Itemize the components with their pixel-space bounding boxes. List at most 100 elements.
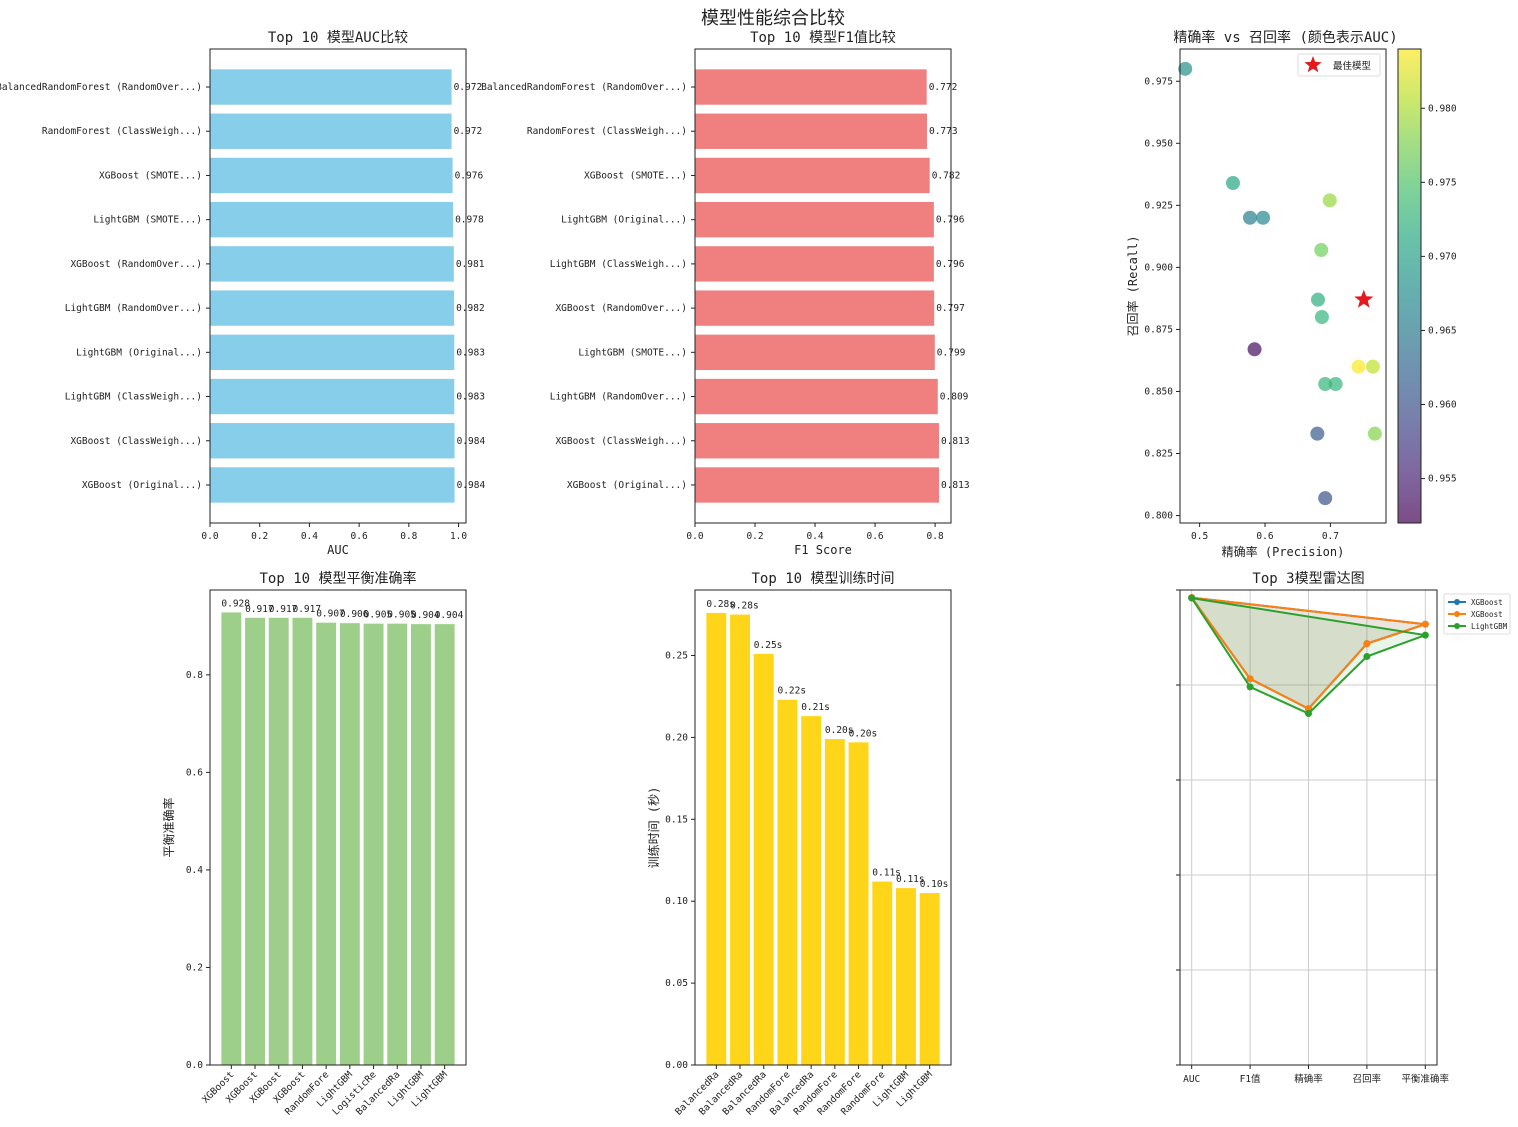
bar [316,622,337,1065]
x-tick-label: 精确率 [1294,1073,1323,1085]
axes-frame [694,589,952,1066]
bar-value-label: 0.11s [872,868,901,879]
y-tick-label: LightGBM (RandomOver...) [550,392,687,403]
x-tick-label: 0.8 [927,531,944,542]
bar [848,742,869,1065]
y-tick-label: XGBoost (RandomOver...) [555,303,687,314]
y-axis-label: 召回率 (Recall) [1125,235,1140,336]
bar [210,290,455,326]
x-tick-label: 0.6 [1256,531,1273,542]
bar [210,201,454,238]
series-marker [1363,653,1371,660]
y-tick-label: XGBoost (RandomOver...) [70,259,202,270]
y-tick-label: 0.975 [1144,76,1173,87]
bar-value-label: 0.782 [932,170,961,181]
y-tick-label: 0.875 [1144,324,1173,335]
y-tick-label: 0.4 [186,865,203,876]
bar [896,888,916,1065]
legend-label: LightGBM [1471,622,1508,631]
colorbar-tick-label: 0.965 [1428,325,1457,336]
y-tick-label: 0.800 [1144,511,1173,522]
y-tick-label: 0.925 [1144,200,1173,211]
scatter-point [1367,426,1382,441]
bar-value-label: 0.906 [340,609,369,620]
x-tick-label: 0.4 [301,531,318,542]
y-tick-label: BalancedRandomForest (RandomOver...) [481,82,687,93]
legend-star-icon [1304,56,1322,73]
y-tick-label: 0.6 [186,767,203,778]
bar [245,617,265,1065]
legend-label: XGBoost [1471,598,1503,607]
bar [695,246,934,282]
legend-marker-icon [1454,599,1460,605]
scatter-point [1242,210,1257,225]
chart-title: Top 10 模型平衡准确率 [259,570,416,587]
bar-value-label: 0.813 [941,436,970,447]
y-tick-label: 0.20 [665,732,688,743]
bar-value-label: 0.976 [455,170,484,181]
x-tick-label: 0.7 [1322,531,1339,542]
x-tick-label: F1值 [1240,1073,1261,1085]
x-tick-label: 0.2 [251,531,268,542]
series-line [1190,596,1426,710]
colorbar [1397,48,1422,524]
colorbar-tick-label: 0.970 [1428,251,1457,262]
y-tick-label: LightGBM (ClassWeigh...) [65,392,202,403]
y-tick-label: LightGBM (Original...) [76,347,202,358]
x-axis-label: AUC [327,543,349,557]
bar-value-label: 0.983 [456,392,485,403]
x-tick-label: 0.6 [866,531,883,542]
bar-value-label: 0.809 [940,392,969,403]
legend-box [1297,53,1381,77]
y-tick-label: 0.15 [665,814,688,825]
y-tick-label: XGBoost (ClassWeigh...) [70,436,202,447]
y-tick-label: 0.10 [665,896,688,907]
bar-value-label: 0.984 [457,480,486,491]
bar-value-label: 0.22s [777,686,806,697]
bar [695,201,934,238]
bar [777,699,798,1065]
y-tick-label: 0.25 [665,651,688,662]
chart-title: Top 10 模型训练时间 [751,571,894,587]
bar-value-label: 0.25s [754,640,783,651]
x-tick-label: 0.2 [746,531,763,542]
x-tick-label: 0.6 [351,531,368,542]
chart-title: 精确率 vs 召回率 (颜色表示AUC) [1173,29,1397,46]
scatter-point [1318,377,1333,392]
series-marker [1305,710,1312,717]
scatter-point [1247,342,1262,357]
bar [210,423,455,459]
series-marker [1188,594,1196,602]
bar [210,334,455,371]
scatter-point [1318,491,1333,506]
y-tick-label: XGBoost (Original...) [567,480,687,491]
legend [1443,593,1511,635]
bar-value-label: 0.796 [936,215,965,226]
chart-title: Top 3模型雷达图 [1252,571,1364,587]
bar [210,378,455,415]
colorbar-tick-label: 0.960 [1428,400,1457,411]
x-tick-label: 0.0 [686,531,703,542]
y-tick-label: XGBoost (ClassWeigh...) [555,436,687,447]
series-marker [1246,683,1254,691]
bar [695,69,927,105]
y-tick-label: 0.2 [186,962,203,973]
scatter-point [1178,61,1193,76]
y-tick-label: LightGBM (SMOTE...) [578,347,687,358]
scatter-point [1256,210,1271,225]
scatter-point [1314,243,1329,258]
bar-value-label: 0.796 [936,259,965,270]
bar-value-label: 0.972 [454,82,483,93]
y-tick-label: XGBoost (SMOTE...) [99,170,202,181]
bar-value-label: 0.813 [941,480,970,491]
bar [695,290,935,326]
bar-value-label: 0.28s [730,601,759,612]
bar [292,617,313,1065]
bar [753,653,774,1065]
scatter-point [1314,310,1329,325]
bar [695,467,939,503]
bar [695,423,939,459]
bar [210,113,452,149]
scatter-point [1351,359,1366,374]
